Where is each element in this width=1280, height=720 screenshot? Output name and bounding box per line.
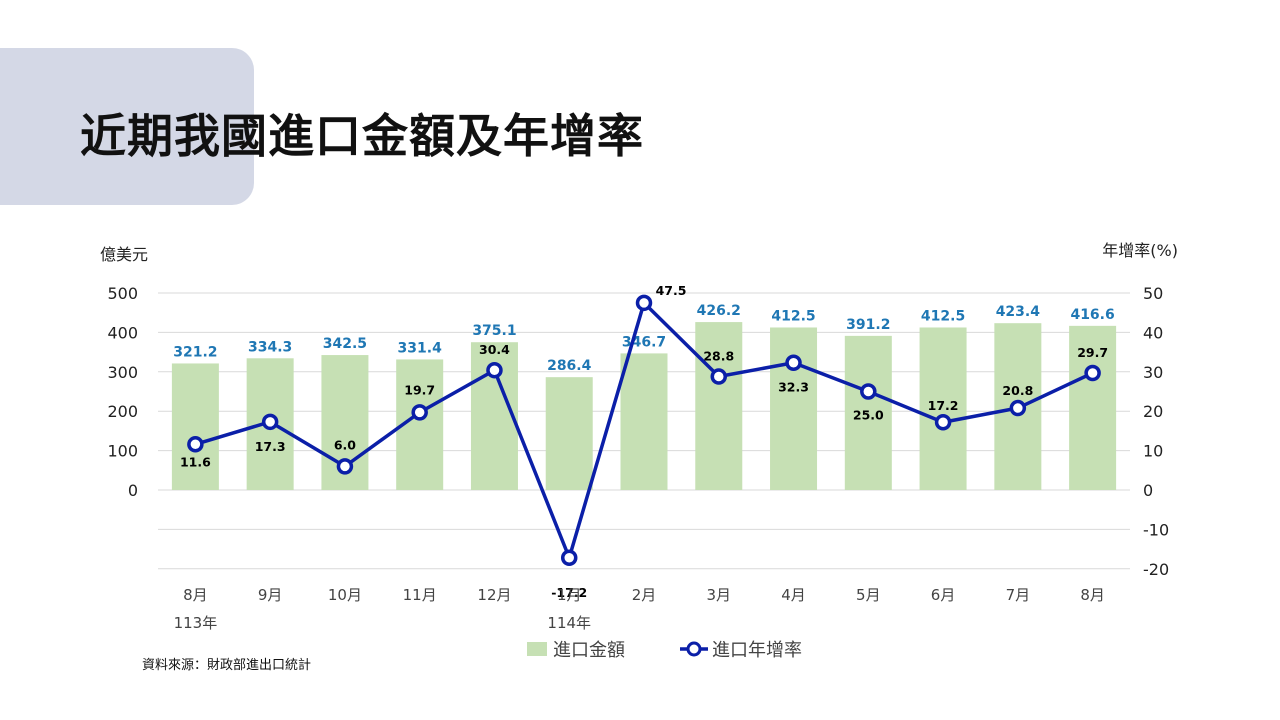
line-value-label: 11.6: [180, 454, 211, 469]
bar-value-label: 412.5: [771, 308, 815, 324]
bar: [545, 377, 593, 490]
y2-tick-label: 30: [1143, 363, 1163, 382]
line-value-label: 28.8: [703, 349, 734, 364]
x-tick-label: 1月: [557, 586, 582, 604]
title-background: [0, 48, 254, 205]
y2-tick-label: 50: [1143, 284, 1163, 303]
x-tick-label: 11月: [403, 586, 437, 604]
line-value-label: 17.2: [928, 398, 959, 413]
line-point: [1009, 399, 1027, 417]
legend-item-bar: 進口金額: [527, 640, 625, 661]
source-note: 資料來源：財政部進出口統計: [142, 658, 312, 673]
x-tick-label: 12月: [477, 586, 511, 604]
line-value-label: 47.5: [656, 283, 687, 298]
y-tick-label: 400: [107, 323, 138, 342]
x-tick-label: 6月: [931, 586, 956, 604]
legend-swatch-marker: [686, 641, 702, 657]
line-point: [785, 354, 802, 371]
y-tick-label: 200: [107, 402, 138, 421]
x-tick-label: 8月: [183, 586, 208, 604]
line-value-label: 17.3: [255, 439, 286, 454]
bar-series: [171, 322, 1117, 490]
line-value-label: 30.4: [479, 342, 510, 357]
bar: [844, 335, 892, 490]
page-title: 近期我國進口金額及年增率: [80, 109, 644, 163]
x-tick-label: 2月: [632, 586, 657, 604]
line-point: [934, 413, 952, 431]
bar-value-label: 321.2: [173, 344, 217, 360]
line-point: [860, 383, 877, 400]
line-value-label: 25.0: [853, 408, 884, 423]
line-value-label: 32.3: [778, 380, 809, 395]
line-point: [336, 458, 354, 475]
bar-value-label: 286.4: [547, 358, 592, 374]
bar-value-label: 416.6: [1070, 307, 1114, 323]
x-tick-label: 10月: [328, 586, 362, 604]
line-series: [187, 294, 1101, 567]
bar-value-label: 346.7: [622, 334, 666, 350]
bar: [171, 363, 219, 490]
bar-value-label: 375.1: [472, 323, 516, 339]
y2-tick-label: -20: [1143, 560, 1169, 579]
bar: [620, 353, 668, 490]
bar: [695, 322, 743, 490]
bar-value-label: 334.3: [248, 339, 292, 355]
bar: [1069, 325, 1117, 490]
y-tick-label: 500: [107, 284, 138, 303]
x-tick-label: 5月: [856, 586, 881, 604]
x-year-label: 114年: [547, 614, 591, 632]
x-tick-label: 8月: [1080, 586, 1105, 604]
x-tick-label: 7月: [1006, 586, 1031, 604]
legend-swatch-bar: [527, 642, 547, 656]
bar: [919, 327, 967, 490]
y-tick-label: 300: [107, 363, 138, 382]
line-point: [1084, 364, 1101, 382]
bar-value-label: 391.2: [846, 317, 890, 333]
legend-item-line: 進口年增率: [680, 640, 802, 661]
y-tick-label: 0: [128, 481, 138, 500]
bar-value-label: 423.4: [996, 304, 1041, 320]
y-axis-label: 億美元: [100, 245, 148, 264]
y2-tick-label: 0: [1143, 481, 1153, 500]
bar-value-label: 426.2: [697, 303, 741, 319]
y2-tick-label: -10: [1143, 520, 1169, 539]
y2-tick-label: 40: [1143, 323, 1163, 342]
line-value-label: 19.7: [404, 382, 435, 397]
axes: 0 100 200 300 400 500 -20 -10 0 10 20 30 40 50 億美元 年增率(…: [100, 241, 1178, 632]
legend-label-bar: 進口金額: [553, 640, 625, 661]
line-value-label: 20.8: [1002, 383, 1033, 398]
line-point: [635, 294, 653, 312]
x-year-label: 113年: [174, 614, 218, 632]
line-point: [411, 404, 428, 421]
x-tick-label: 3月: [706, 586, 731, 604]
line-value-label: 6.0: [334, 437, 356, 452]
y2-tick-label: 10: [1143, 442, 1163, 461]
y-tick-label: 100: [107, 442, 138, 461]
line-point: [560, 549, 578, 567]
x-tick-label: 9月: [258, 586, 283, 604]
bar-value-label: 331.4: [398, 340, 443, 356]
bar-value-label: 412.5: [921, 308, 965, 324]
line-point: [486, 361, 503, 379]
bar: [770, 327, 818, 490]
line-point: [710, 368, 728, 385]
y2-axis-label: 年增率(%): [1102, 241, 1178, 260]
legend-label-line: 進口年增率: [712, 640, 802, 661]
x-tick-label: 4月: [781, 586, 806, 604]
line-value-label: 29.7: [1077, 345, 1108, 360]
line-data-labels: 11.6 17.3 6.0 19.7 30.4 -17.2 47.5 28.8 32.3 25.0…: [180, 283, 1108, 600]
line-value-label: -17.2: [551, 585, 587, 600]
bar-value-label: 342.5: [323, 336, 367, 352]
y2-tick-label: 20: [1143, 402, 1163, 421]
line-point: [187, 436, 204, 453]
legend: 進口金額 進口年增率: [527, 640, 802, 661]
line-point: [261, 413, 279, 431]
